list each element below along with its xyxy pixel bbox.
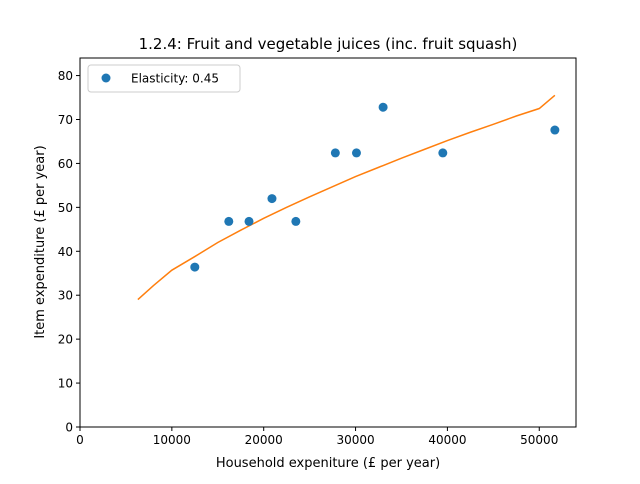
chart-title: 1.2.4: Fruit and vegetable juices (inc. … xyxy=(139,35,518,53)
data-point xyxy=(550,125,560,135)
y-tick-label: 0 xyxy=(65,421,73,435)
plot-area xyxy=(79,57,577,428)
fit-line-layer xyxy=(137,94,556,301)
y-tick-label: 30 xyxy=(58,289,73,303)
legend: Elasticity: 0.45 xyxy=(87,64,241,93)
legend-marker xyxy=(101,73,111,83)
x-tick-label: 20000 xyxy=(245,433,283,447)
data-point xyxy=(244,216,254,226)
data-point xyxy=(330,148,340,158)
data-point xyxy=(378,102,388,112)
x-tick-label: 0 xyxy=(76,433,84,447)
y-tick-label: 10 xyxy=(58,377,73,391)
x-tick-label: 40000 xyxy=(428,433,466,447)
y-tick-label: 60 xyxy=(58,157,73,171)
data-point xyxy=(438,148,448,158)
y-tick-label: 80 xyxy=(58,69,73,83)
x-tick-label: 30000 xyxy=(336,433,374,447)
legend-box xyxy=(87,64,241,93)
y-tick-label: 20 xyxy=(58,333,73,347)
axes-frame xyxy=(79,57,577,428)
x-axis-ticks: 0 10000 20000 30000 40000 50000 xyxy=(76,427,558,447)
y-tick-label: 40 xyxy=(58,245,73,259)
x-axis-label: Household expeniture (£ per year) xyxy=(216,456,440,471)
data-point xyxy=(351,148,361,158)
x-tick-label: 10000 xyxy=(153,433,191,447)
data-point xyxy=(291,216,301,226)
data-point xyxy=(267,194,277,204)
y-tick-label: 70 xyxy=(58,113,73,127)
legend-label: Elasticity: 0.45 xyxy=(131,72,219,86)
data-point xyxy=(224,216,234,226)
scatter-points-layer xyxy=(190,102,560,272)
y-axis-ticks: 0 10 20 30 40 50 60 70 80 xyxy=(58,69,80,435)
x-tick-label: 50000 xyxy=(520,433,558,447)
y-axis-label: Item expenditure (£ per year) xyxy=(33,145,48,338)
data-point xyxy=(190,262,200,272)
fit-line xyxy=(137,94,556,301)
y-tick-label: 50 xyxy=(58,201,73,215)
